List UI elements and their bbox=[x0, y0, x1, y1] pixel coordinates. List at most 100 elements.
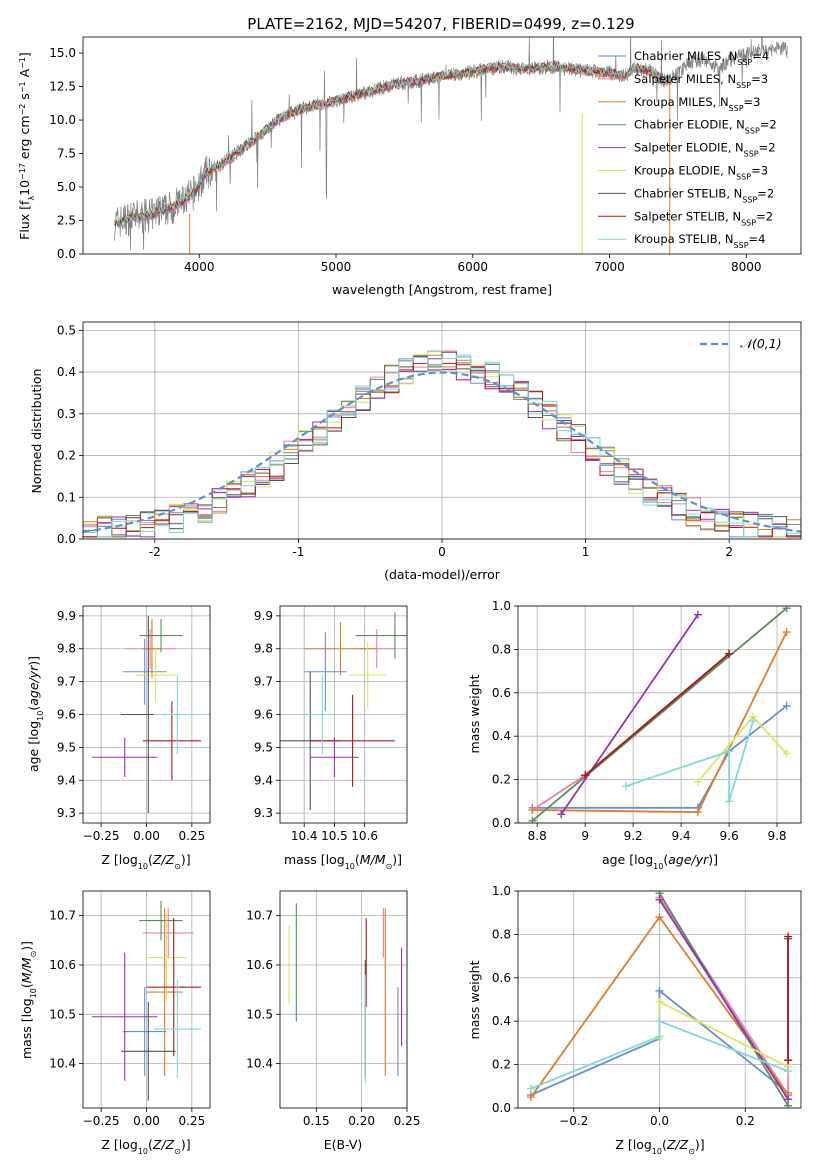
y-tick-label: 9.6 bbox=[57, 708, 76, 722]
x-tick-label: 4000 bbox=[184, 260, 215, 274]
series-line-5 bbox=[697, 715, 788, 783]
x-tick-label: 0.00 bbox=[133, 829, 160, 843]
axes-age_vs_mass: 10.4 10.5 10.6 9.3 9.4 9.5 9.6 9.7 9.8 9.9 mass [l… bbox=[254, 605, 408, 871]
spectrum-data-line bbox=[114, 37, 788, 251]
axes-frame bbox=[517, 605, 802, 824]
x-tick-label: 8000 bbox=[731, 260, 762, 274]
x-tick-label: 0.20 bbox=[348, 1114, 375, 1128]
normal-curve bbox=[83, 371, 801, 533]
x-tick-label: 8.8 bbox=[528, 829, 547, 843]
x-tick-label: -1 bbox=[292, 545, 304, 559]
y-tick-label: 9.5 bbox=[57, 740, 76, 754]
y-tick-label: 10.7 bbox=[246, 909, 273, 923]
y-tick-label: 9.6 bbox=[254, 708, 273, 722]
axes-frame bbox=[517, 890, 802, 1109]
y-tick-label: 12.5 bbox=[49, 80, 76, 94]
axes-spectrum: 4000 5000 6000 7000 8000 0.0 2.5 5.0 7.5 10.0 12.5… bbox=[17, 36, 802, 297]
axes-mass_vs_ebv: 0.15 0.20 0.25 10.4 10.5 10.6 10.7 E(B-V) bbox=[246, 890, 420, 1152]
x-tick-label: 0.0 bbox=[650, 1114, 669, 1128]
x-tick-label: 0.25 bbox=[178, 1114, 205, 1128]
legend-label-1: Salpeter MILES, NSSP=3 bbox=[634, 72, 768, 90]
series-marker bbox=[693, 808, 702, 817]
y-tick-label: 0.4 bbox=[492, 729, 511, 743]
model-line-8 bbox=[114, 59, 671, 225]
x-tick-label: 7000 bbox=[594, 260, 625, 274]
plot-area bbox=[83, 350, 801, 538]
y-tick-label: 0.0 bbox=[492, 816, 511, 830]
y-tick-label: 0.2 bbox=[492, 773, 511, 787]
y-tick-label: 9.8 bbox=[254, 642, 273, 656]
series-marker bbox=[782, 628, 791, 637]
axes-mass_vs_Z: −0.25 0.00 0.25 10.4 10.5 10.6 10.7 Z [log10(Z/… bbox=[19, 890, 211, 1156]
series-marker bbox=[557, 810, 566, 819]
x-tick-label: −0.2 bbox=[559, 1114, 588, 1128]
legend-label-normal: 𝒩(0,1) bbox=[740, 336, 782, 351]
axes-frame bbox=[82, 890, 211, 1109]
series-marker bbox=[655, 895, 664, 904]
plot-area bbox=[92, 615, 201, 814]
series-marker bbox=[725, 747, 734, 756]
legend-label-4: Salpeter ELODIE, NSSP=2 bbox=[634, 141, 776, 159]
axes-frame bbox=[279, 890, 408, 1109]
y-tick-label: 0.1 bbox=[57, 490, 76, 504]
series-marker bbox=[655, 1017, 664, 1026]
x-tick-label: 0 bbox=[438, 545, 446, 559]
y-tick-label: 9.7 bbox=[57, 675, 76, 689]
series-line-8 bbox=[530, 1019, 789, 1090]
series-line-8 bbox=[625, 720, 754, 802]
x-tick-label: 9.6 bbox=[720, 829, 739, 843]
y-tick-label: 9.5 bbox=[254, 740, 273, 754]
y-tick-label: 2.5 bbox=[57, 214, 76, 228]
x-axis-label: mass [log10(M/M⊙)] bbox=[284, 852, 402, 871]
x-tick-label: 10.6 bbox=[351, 829, 378, 843]
y-tick-label: 10.7 bbox=[49, 909, 76, 923]
x-tick-label: 9.8 bbox=[767, 829, 786, 843]
y-tick-label: 10.4 bbox=[246, 1057, 273, 1071]
x-tick-label: 6000 bbox=[457, 260, 488, 274]
x-tick-label: 2 bbox=[725, 545, 733, 559]
x-axis-label: wavelength [Angstrom, rest frame] bbox=[332, 282, 552, 297]
series-line-5 bbox=[658, 1000, 789, 1068]
series-marker bbox=[725, 649, 734, 658]
x-axis-label: age [log10(age/yr)] bbox=[602, 852, 718, 871]
y-tick-label: 10.6 bbox=[246, 958, 273, 972]
x-axis-label: Z [log10(Z/Z⊙)] bbox=[101, 1137, 190, 1156]
y-tick-label: 0.0 bbox=[57, 247, 76, 261]
y-tick-label: 0.5 bbox=[57, 323, 76, 337]
legend-label-3: Chabrier ELODIE, NSSP=2 bbox=[634, 118, 777, 136]
y-axis-label: mass [log10(M/M⊙)] bbox=[19, 941, 38, 1059]
axes-residuals: -2 -1 0 1 2 0.0 0.1 0.2 0.3 0.4 0.5 𝒩(0,1) (data-mod… bbox=[29, 321, 802, 582]
axes-frame bbox=[279, 605, 408, 824]
x-axis-label: (data-model)/error bbox=[384, 567, 501, 582]
plot-area bbox=[114, 37, 788, 254]
y-tick-label: 9.8 bbox=[57, 642, 76, 656]
legend-label-7: Salpeter STELIB, NSSP=2 bbox=[634, 209, 773, 227]
legend-label-6: Chabrier STELIB, NSSP=2 bbox=[634, 186, 774, 204]
legend-label-0: Chabrier MILES, NSSP=4 bbox=[634, 49, 769, 67]
x-axis-label: Z [log10(Z/Z⊙)] bbox=[615, 1137, 704, 1156]
series-line-1 bbox=[531, 653, 730, 811]
series-marker bbox=[782, 701, 791, 710]
x-tick-label: 1 bbox=[582, 545, 590, 559]
series-line-4 bbox=[658, 899, 789, 1100]
x-tick-label: −0.25 bbox=[83, 829, 120, 843]
plot-area bbox=[526, 891, 793, 1108]
series-marker bbox=[784, 1095, 793, 1104]
y-tick-label: 0.6 bbox=[492, 971, 511, 985]
plot-area bbox=[528, 606, 791, 823]
y-tick-label: 9.4 bbox=[57, 773, 76, 787]
x-tick-label: 9.4 bbox=[672, 829, 691, 843]
y-tick-label: 15.0 bbox=[49, 46, 76, 60]
y-tick-label: 1.0 bbox=[492, 599, 511, 613]
series-marker bbox=[693, 610, 702, 619]
y-tick-label: 9.9 bbox=[57, 609, 76, 623]
y-axis-label: mass weight bbox=[467, 674, 482, 753]
x-tick-label: -2 bbox=[149, 545, 161, 559]
y-axis-label: Normed distribution bbox=[29, 369, 44, 494]
y-tick-label: 0.2 bbox=[492, 1058, 511, 1072]
plot-area bbox=[280, 612, 407, 810]
x-tick-label: 10.4 bbox=[291, 829, 318, 843]
x-tick-label: −0.25 bbox=[83, 1114, 120, 1128]
y-tick-label: 7.5 bbox=[57, 147, 76, 161]
